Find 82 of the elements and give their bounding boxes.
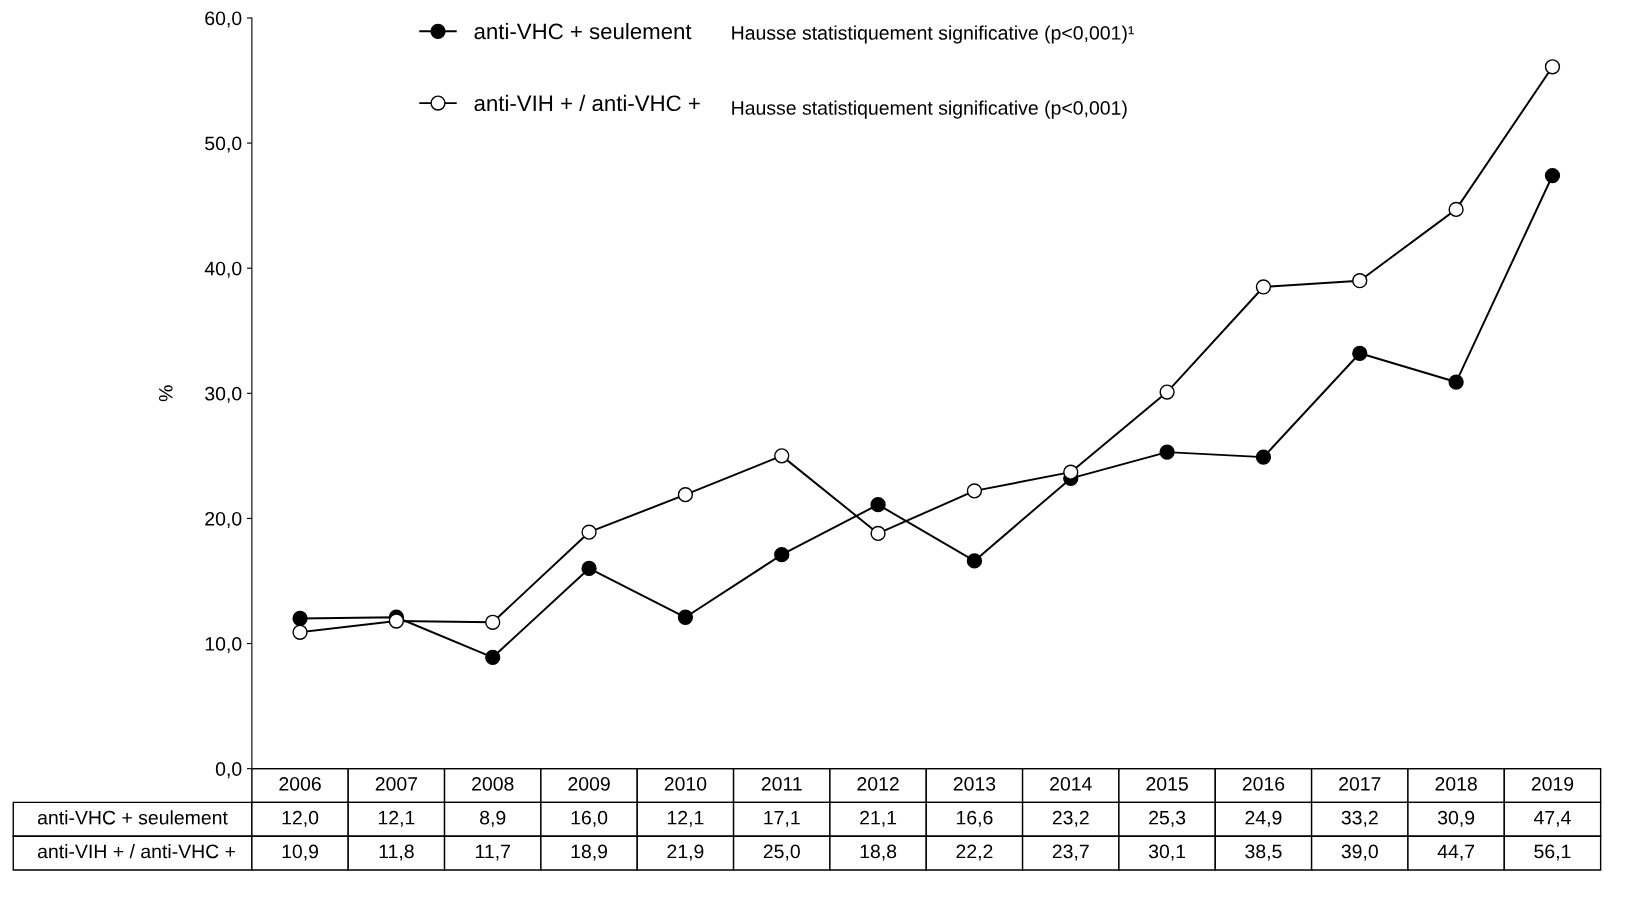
- point: [1448, 201, 1464, 218]
- y-tick-label: 40,0: [204, 261, 242, 278]
- text: anti-VHC + seulement: [37, 810, 228, 825]
- point: [1063, 464, 1079, 480]
- annotation: Hausse statistiquement significative (p<0,001)¹: [732, 25, 1134, 44]
- data-label: 38,5: [1245, 844, 1282, 861]
- data-label: 39,0: [1341, 844, 1378, 861]
- data-label: 24,9: [1245, 810, 1282, 827]
- y-tick-label: 0,0: [215, 762, 242, 779]
- x-tick-label: 2015: [1146, 776, 1188, 791]
- data-label: 33,2: [1341, 810, 1378, 827]
- y-tick-label: 10,0: [205, 637, 242, 654]
- data-label: 44,7: [1437, 844, 1475, 861]
- y-tick-label: 50,0: [205, 136, 242, 153]
- point: [1255, 279, 1272, 295]
- point: [485, 649, 501, 665]
- data-label: 18,8: [860, 844, 897, 861]
- point: [677, 487, 694, 503]
- data-label: 12,0: [282, 810, 319, 827]
- x-tick-label: 2019: [1531, 776, 1574, 791]
- y-axis-title: %: [159, 385, 173, 402]
- point: [485, 614, 501, 630]
- data-label: 22,2: [956, 844, 993, 861]
- point: [581, 560, 597, 577]
- data-label: 30,9: [1437, 810, 1475, 827]
- data-label: 12,1: [667, 810, 704, 827]
- point: [1159, 444, 1175, 460]
- point: [1159, 384, 1175, 400]
- y-tick-label: 30,0: [205, 386, 242, 403]
- data-label: 23,2: [1052, 810, 1089, 827]
- point: [292, 624, 308, 640]
- data-label: 12,1: [378, 810, 415, 827]
- point: [966, 483, 983, 499]
- data-label: 18,9: [571, 844, 608, 861]
- y-tick-label: 60,0: [205, 11, 242, 28]
- point: [1352, 273, 1368, 289]
- data-label: 21,1: [860, 810, 897, 827]
- data-label: 47,4: [1533, 810, 1571, 827]
- point: [1544, 59, 1561, 75]
- x-tick-label: 2016: [1242, 776, 1285, 791]
- annotation: Hausse statistiquement significative (p<0,001): [732, 100, 1127, 119]
- point: [870, 525, 886, 542]
- y-tick-label: 20,0: [205, 511, 242, 528]
- data-label: 8,9: [480, 810, 506, 827]
- point: [774, 448, 790, 464]
- data-label: 30,1: [1148, 844, 1186, 861]
- data-label: 16,6: [956, 810, 993, 827]
- data-label: 25,0: [763, 844, 800, 861]
- point: [388, 613, 405, 629]
- point: [677, 609, 694, 625]
- point: [292, 610, 308, 627]
- data-label: 11,7: [476, 844, 510, 861]
- point: [870, 497, 886, 513]
- x-tick-label: 2014: [1050, 776, 1092, 791]
- point: [966, 553, 983, 569]
- x-tick-label: 2006: [279, 776, 321, 791]
- data-label: 21,9: [667, 844, 704, 861]
- x-tick-label: 2007: [375, 776, 418, 791]
- legend-label: anti-VHC + seulement: [474, 22, 692, 40]
- x-tick-label: 2013: [953, 776, 996, 791]
- legend-label: anti-VIH + / anti-VHC +: [474, 94, 700, 112]
- data-label: 10,9: [282, 844, 319, 861]
- point: [1352, 345, 1368, 361]
- point: [1448, 374, 1464, 390]
- x-tick-label: 2011: [761, 776, 802, 791]
- data-label: 11,8: [379, 844, 414, 861]
- x-tick-label: 2010: [664, 776, 707, 791]
- point: [1255, 449, 1272, 465]
- data-label: 56,1: [1534, 844, 1571, 861]
- x-tick-label: 2017: [1339, 776, 1381, 791]
- x-tick-label: 2009: [568, 776, 610, 791]
- point: [581, 524, 597, 540]
- point: [1544, 167, 1561, 184]
- point: [774, 547, 790, 563]
- text: anti-VIH + / anti-VHC +: [37, 844, 236, 859]
- x-tick-label: 2008: [472, 776, 514, 791]
- data-label: 23,7: [1052, 844, 1089, 861]
- data-label: 25,3: [1149, 810, 1186, 827]
- x-tick-label: 2018: [1435, 776, 1477, 791]
- x-tick-label: 2012: [857, 776, 899, 791]
- data-label: 16,0: [571, 810, 608, 827]
- data-label: 17,1: [764, 810, 800, 827]
